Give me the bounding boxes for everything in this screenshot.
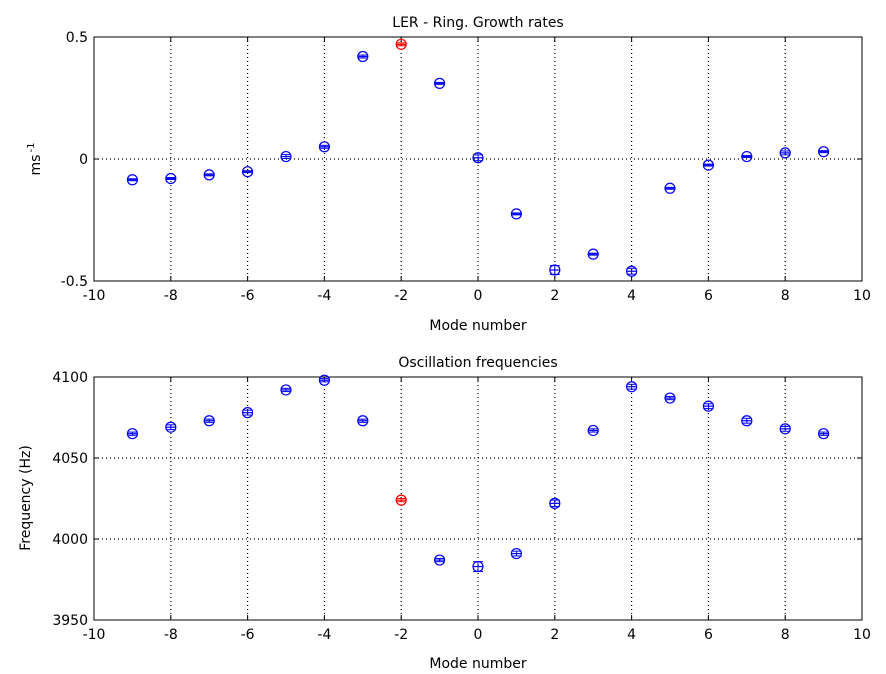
- oscillation-frequencies-data-point: [741, 415, 753, 427]
- oscillation-frequencies-x-tick-label: 4: [627, 627, 636, 643]
- oscillation-frequencies-x-tick-label: -10: [83, 627, 106, 643]
- growth-rates-title: LER - Ring. Growth rates: [392, 15, 563, 31]
- oscillation-frequencies-xlabel: Mode number: [429, 656, 526, 672]
- oscillation-frequencies-x-tick-label: -8: [164, 627, 178, 643]
- growth-rates-data-point: [587, 248, 599, 260]
- growth-rates-xlabel: Mode number: [429, 318, 526, 334]
- growth-rates-panel: LER - Ring. Growth rates -10 -8 -6 -4 -2 0 2 4 6…: [26, 15, 871, 334]
- growth-rates-data-point: [280, 150, 292, 163]
- oscillation-frequencies-data-point: [318, 374, 330, 386]
- growth-rates-data-point: [702, 159, 715, 171]
- oscillation-frequencies-data-point: [434, 554, 446, 566]
- growth-rates-data-point: [549, 264, 561, 276]
- oscillation-frequencies-data-point: [126, 428, 138, 440]
- growth-rates-data-point: [817, 146, 830, 158]
- oscillation-frequencies-data-point: [625, 381, 638, 393]
- oscillation-frequencies-x-tick-label: -2: [394, 627, 408, 643]
- growth-rates-data-point: [165, 172, 177, 185]
- oscillation-frequencies-data-point: [817, 428, 830, 440]
- oscillation-frequencies-title: Oscillation frequencies: [398, 355, 557, 371]
- growth-rates-data-point: [318, 141, 330, 153]
- oscillation-frequencies-data-point: [510, 547, 523, 560]
- growth-rates-x-tick-label: -6: [241, 288, 255, 304]
- growth-rates-data-point: [126, 174, 138, 186]
- oscillation-frequencies-data-point: [357, 415, 369, 427]
- growth-rates-x-tick-label: -10: [83, 288, 106, 304]
- oscillation-frequencies-data-point: [664, 392, 676, 404]
- growth-rates-data-point: [472, 152, 484, 164]
- growth-rates-x-tick-label: 0: [474, 288, 483, 304]
- growth-rates-x-tick-label: 2: [550, 288, 559, 304]
- growth-rates-x-tick-label: 6: [704, 288, 713, 304]
- oscillation-frequencies-y-tick-label: 3950: [52, 613, 88, 629]
- oscillation-frequencies-data-point: [779, 423, 791, 435]
- growth-rates-x-tick-label: -4: [317, 288, 331, 304]
- oscillation-frequencies-x-tick-label: 0: [474, 627, 483, 643]
- growth-rates-y-tick-label: 0: [79, 152, 88, 168]
- oscillation-frequencies-data-point: [587, 424, 599, 437]
- growth-rates-data-point: [664, 182, 676, 194]
- growth-rates-ylabel-exponent: -1: [26, 143, 37, 153]
- growth-rates-data-point: [741, 150, 753, 163]
- growth-rates-x-tick-label: -8: [164, 288, 178, 304]
- oscillation-frequencies-data-point: [242, 407, 254, 419]
- oscillation-frequencies-data-point: [702, 400, 715, 412]
- growth-rates-data-point: [434, 77, 446, 89]
- growth-rates-y-tick-label: 0.5: [66, 30, 88, 46]
- oscillation-frequencies-data-point: [203, 415, 215, 427]
- growth-rates-points: [126, 38, 830, 277]
- growth-rates-ticks: -10 -8 -6 -4 -2 0 2 4 6 8 10 -0.5 0 0.5: [61, 30, 871, 304]
- oscillation-frequencies-ylabel: Frequency (Hz): [18, 445, 34, 551]
- growth-rates-y-tick-label: -0.5: [61, 274, 88, 290]
- growth-rates-data-point: [395, 38, 407, 50]
- oscillation-frequencies-data-point: [549, 497, 561, 509]
- oscillation-frequencies-y-tick-label: 4050: [52, 451, 88, 467]
- oscillation-frequencies-data-point: [165, 421, 177, 433]
- growth-rates-x-tick-label: 4: [627, 288, 636, 304]
- oscillation-frequencies-y-tick-label: 4000: [52, 532, 88, 548]
- oscillation-frequencies-panel: Oscillation frequencies -10 -8 -6 -4 -2 0 2 4 6 8…: [18, 355, 871, 672]
- growth-rates-x-tick-label: -2: [394, 288, 408, 304]
- oscillation-frequencies-data-point: [395, 494, 407, 506]
- oscillation-frequencies-x-tick-label: 8: [781, 627, 790, 643]
- growth-rates-data-point: [779, 147, 791, 159]
- oscillation-frequencies-x-tick-label: -4: [317, 627, 331, 643]
- oscillation-frequencies-ticks: -10 -8 -6 -4 -2 0 2 4 6 8 10 3950 4000 4050 4100: [52, 370, 871, 643]
- growth-rates-data-point: [357, 50, 369, 63]
- oscillation-frequencies-x-tick-label: 10: [853, 627, 871, 643]
- oscillation-frequencies-x-tick-label: -6: [241, 627, 255, 643]
- growth-rates-data-point: [510, 208, 523, 220]
- oscillation-frequencies-x-tick-label: 2: [550, 627, 559, 643]
- growth-rates-ylabel: ms -1: [26, 143, 44, 176]
- oscillation-frequencies-y-tick-label: 4100: [52, 370, 88, 386]
- growth-rates-x-tick-label: 10: [853, 288, 871, 304]
- oscillation-frequencies-data-point: [472, 560, 484, 573]
- growth-rates-data-point: [203, 169, 215, 181]
- growth-rates-data-point: [625, 265, 638, 277]
- growth-rates-x-tick-label: 8: [781, 288, 790, 304]
- growth-rates-data-point: [242, 166, 254, 178]
- oscillation-frequencies-data-point: [280, 384, 292, 396]
- oscillation-frequencies-x-tick-label: 6: [704, 627, 713, 643]
- oscillation-frequencies-points: [126, 374, 830, 573]
- growth-rates-ylabel-unit: ms: [28, 155, 44, 176]
